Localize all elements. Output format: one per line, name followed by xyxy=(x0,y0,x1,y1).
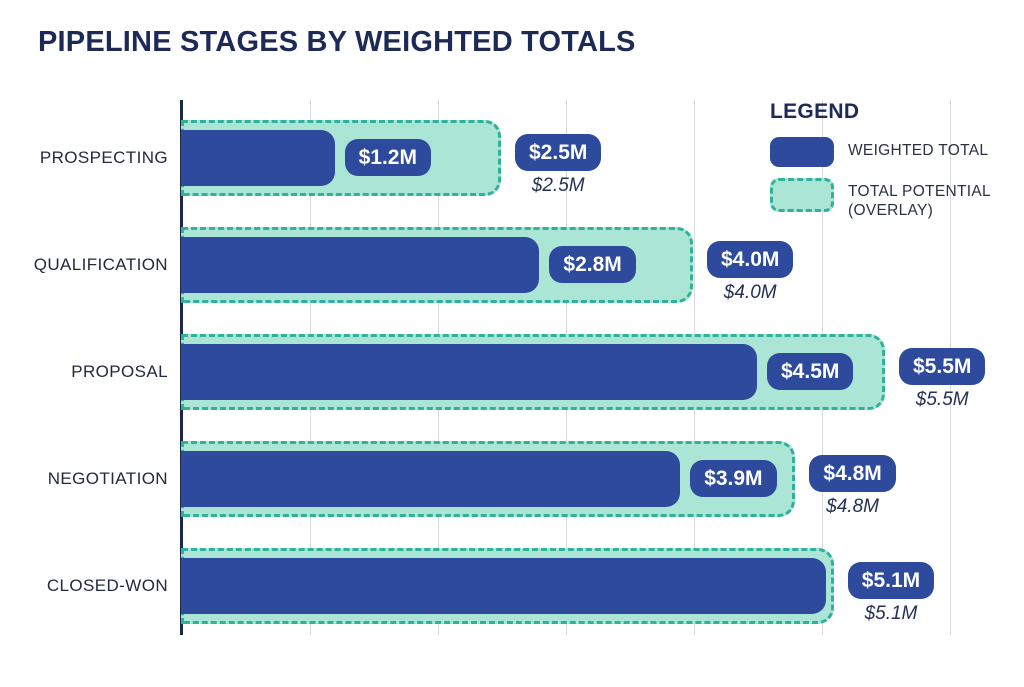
potential-value-subtext: $2.5M xyxy=(531,175,585,197)
weighted-total-bar xyxy=(181,129,335,186)
legend-item-potential: TOTAL POTENTIAL (OVERLAY) xyxy=(770,178,1016,221)
potential-value-pill: $4.8M xyxy=(809,454,896,493)
weighted-total-bar xyxy=(181,450,681,507)
legend-title: LEGEND xyxy=(770,100,860,123)
category-label: PROSPECTING xyxy=(39,147,168,167)
legend-item-label: TOTAL POTENTIAL (OVERLAY) xyxy=(848,183,991,220)
weighted-total-bar xyxy=(181,236,540,293)
potential-value-pill: $4.0M xyxy=(707,240,794,279)
potential-value-pill: $2.5M xyxy=(515,133,602,172)
weighted-total-bar xyxy=(181,343,757,400)
bar-row: PROPOSAL $4.5M $5.5M $5.5M xyxy=(0,318,1024,425)
weighted-total-bar xyxy=(181,557,826,614)
category-label: QUALIFICATION xyxy=(33,254,168,274)
weighted-total-swatch xyxy=(770,137,834,167)
category-label: NEGOTIATION xyxy=(47,468,168,488)
potential-value-subtext: $5.1M xyxy=(864,603,918,625)
potential-value-pill: $5.5M xyxy=(899,347,986,386)
legend-item-weighted: WEIGHTED TOTAL xyxy=(770,137,1016,167)
category-label: CLOSED-WON xyxy=(46,575,168,595)
bar-row: NEGOTIATION $3.9M $4.8M $4.8M xyxy=(0,425,1024,532)
bar-row: CLOSED-WON $5.1M $5.1M xyxy=(0,532,1024,639)
total-potential-swatch xyxy=(770,178,834,212)
potential-value-pill: $5.1M xyxy=(847,561,935,600)
weighted-value-pill: $1.2M xyxy=(344,138,431,177)
bar-row: QUALIFICATION $2.8M $4.0M $4.0M xyxy=(0,211,1024,318)
potential-value-subtext: $5.5M xyxy=(915,389,969,411)
weighted-value-pill: $4.5M xyxy=(767,352,854,391)
weighted-value-pill: $3.9M xyxy=(690,459,777,498)
category-label: PROPOSAL xyxy=(71,361,168,381)
bar-row: PROSPECTING $1.2M $2.5M $2.5M xyxy=(0,104,1024,211)
potential-value-subtext: $4.0M xyxy=(723,282,777,304)
legend-item-label: WEIGHTED TOTAL xyxy=(848,142,989,159)
potential-value-subtext: $4.8M xyxy=(826,496,879,518)
legend: LEGEND WEIGHTED TOTAL TOTAL POTENTIAL (O… xyxy=(770,100,1016,232)
weighted-value-pill: $2.8M xyxy=(549,245,636,284)
page-title: PIPELINE STAGES BY WEIGHTED TOTALS xyxy=(38,26,636,58)
